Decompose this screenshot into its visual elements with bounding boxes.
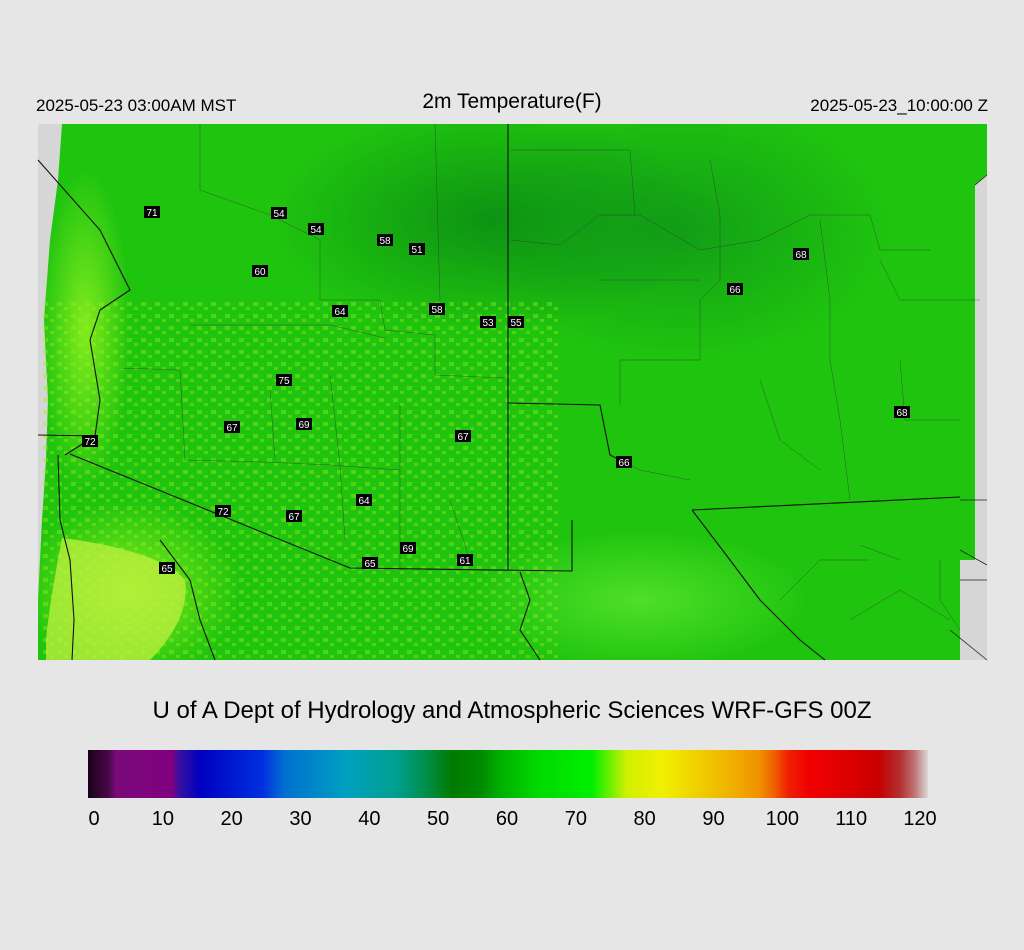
station-label: 72 <box>215 505 231 518</box>
station-value: 67 <box>288 512 300 523</box>
station-label: 65 <box>362 557 378 570</box>
colorbar-tick-labels: 0 10 20 30 40 50 60 70 80 90 100 110 120 <box>0 808 1024 838</box>
station-value: 51 <box>411 245 423 256</box>
station-label: 75 <box>276 374 292 387</box>
station-label: 67 <box>224 421 240 434</box>
station-label: 68 <box>793 248 809 261</box>
station-label: 60 <box>252 265 268 278</box>
county-boundaries <box>119 123 980 631</box>
station-value: 65 <box>161 564 173 575</box>
map-title: 2m Temperature(F) <box>422 90 602 113</box>
station-value: 58 <box>379 236 391 247</box>
station-value: 54 <box>273 209 285 220</box>
station-label: 65 <box>159 562 175 575</box>
colorbar-tick-label: 30 <box>289 808 312 830</box>
station-label: 69 <box>296 418 312 431</box>
station-value: 67 <box>226 423 238 434</box>
station-value: 58 <box>431 305 443 316</box>
station-label: 58 <box>429 303 445 316</box>
station-value: 61 <box>459 556 471 567</box>
lake-shape <box>46 538 186 660</box>
station-value: 54 <box>310 225 322 236</box>
station-value: 69 <box>298 420 310 431</box>
station-value: 72 <box>84 437 96 448</box>
colorbar-tick-label: 10 <box>151 808 174 830</box>
station-label: 69 <box>400 542 416 555</box>
station-value: 64 <box>358 496 370 507</box>
station-value: 53 <box>482 318 494 329</box>
station-label: 67 <box>455 430 471 443</box>
station-value: 72 <box>217 507 229 518</box>
station-label: 66 <box>616 456 632 469</box>
station-value: 68 <box>795 250 807 261</box>
station-value: 67 <box>457 432 469 443</box>
colorbar-tick-label: 100 <box>765 808 800 830</box>
station-label: 64 <box>356 494 372 507</box>
station-label: 66 <box>727 283 743 296</box>
station-label: 61 <box>457 554 473 567</box>
station-value: 65 <box>364 559 376 570</box>
colorbar-tick-label: 80 <box>633 808 656 830</box>
station-label: 72 <box>82 435 98 448</box>
station-label: 67 <box>286 510 302 523</box>
station-label: 55 <box>508 316 524 329</box>
station-label: 58 <box>377 234 393 247</box>
region-outline <box>949 174 988 661</box>
temperature-colorbar <box>88 750 928 798</box>
station-value: 60 <box>254 267 266 278</box>
station-value: 71 <box>146 208 158 219</box>
valid-time-utc: 2025-05-23_10:00:00 Z <box>810 96 988 115</box>
valid-time-local: 2025-05-23 03:00AM MST <box>36 96 237 115</box>
station-value: 66 <box>729 285 741 296</box>
colorbar-tick-label: 50 <box>427 808 450 830</box>
colorbar-tick-label: 40 <box>358 808 381 830</box>
colorbar-tick-label: 90 <box>702 808 725 830</box>
colorbar-tick-label: 0 <box>88 808 100 830</box>
station-label: 51 <box>409 243 425 256</box>
station-label: 64 <box>332 305 348 318</box>
temperature-map: 71 54 54 58 51 60 64 58 53 55 75 67 69 67 72 72 67 64 65 69… <box>37 123 988 661</box>
station-labels: 71 54 54 58 51 60 64 58 53 55 75 67 69 67 72 72 67 64 65 69… <box>82 206 910 575</box>
colorbar-tick-label: 20 <box>220 808 243 830</box>
station-label: 54 <box>308 223 324 236</box>
cold-region-northeast <box>470 124 890 360</box>
colorbar-tick-label: 60 <box>495 808 519 830</box>
station-value: 69 <box>402 544 414 555</box>
station-value: 75 <box>278 376 290 387</box>
station-label: 53 <box>480 316 496 329</box>
station-label: 68 <box>894 406 910 419</box>
station-value: 55 <box>510 318 522 329</box>
station-label: 54 <box>271 207 287 220</box>
credit-line: U of A Dept of Hydrology and Atmospheric… <box>152 697 872 724</box>
station-label: 71 <box>144 206 160 219</box>
colorbar-tick-label: 120 <box>903 808 937 830</box>
station-value: 66 <box>618 458 630 469</box>
colorbar-tick-label: 110 <box>835 808 868 830</box>
colorbar-gradient <box>88 750 928 798</box>
colorbar-tick-label: 70 <box>564 808 587 830</box>
station-value: 64 <box>334 307 346 318</box>
station-value: 68 <box>896 408 908 419</box>
state-boundaries <box>37 124 961 661</box>
